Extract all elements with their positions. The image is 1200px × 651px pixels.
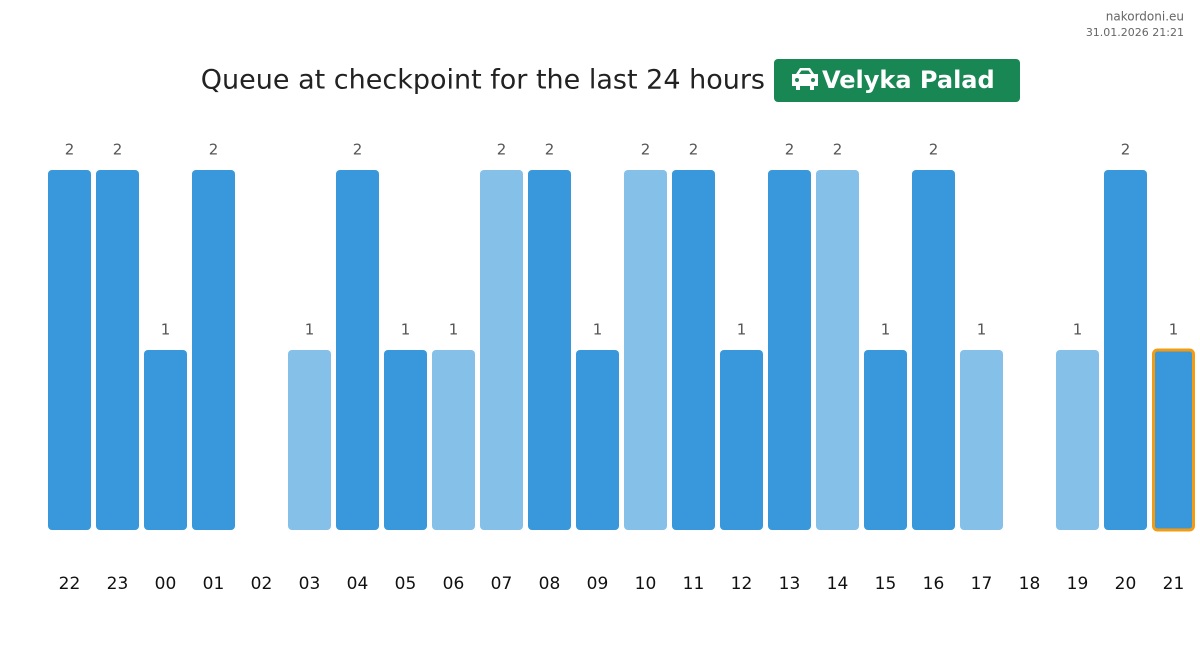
value-label: 1: [737, 321, 747, 339]
x-tick-label: 08: [539, 574, 561, 594]
value-label: 1: [1073, 321, 1083, 339]
value-label: 1: [401, 321, 411, 339]
x-tick-label: 02: [251, 574, 273, 594]
value-label: 2: [641, 141, 651, 159]
bar: [912, 170, 955, 530]
value-label: 2: [209, 141, 219, 159]
bar: [960, 350, 1003, 530]
car-icon: [792, 68, 818, 90]
value-label: 2: [833, 141, 843, 159]
x-tick-label: 12: [731, 574, 753, 594]
bar: [480, 170, 523, 530]
x-tick-label: 21: [1163, 574, 1185, 594]
bar: [384, 350, 427, 530]
x-tick-label: 00: [155, 574, 177, 594]
bar: [768, 170, 811, 530]
value-label: 2: [929, 141, 939, 159]
x-tick-label: 14: [827, 574, 849, 594]
bar: [864, 350, 907, 530]
value-label: 1: [881, 321, 891, 339]
bar: [432, 350, 475, 530]
bar: [1056, 350, 1099, 530]
bar: [816, 170, 859, 530]
source: nakordoni.eu: [1106, 10, 1184, 24]
x-tick-label: 16: [923, 574, 945, 594]
value-label: 1: [449, 321, 459, 339]
bar: [720, 350, 763, 530]
x-tick-label: 17: [971, 574, 993, 594]
bar: [624, 170, 667, 530]
x-tick-label: 09: [587, 574, 609, 594]
value-label: 1: [1169, 321, 1179, 339]
x-tick-label: 23: [107, 574, 129, 594]
x-tick-label: 11: [683, 574, 705, 594]
bar: [288, 350, 331, 530]
value-label: 1: [161, 321, 171, 339]
value-label: 2: [545, 141, 555, 159]
value-label: 2: [113, 141, 123, 159]
bar: [1152, 348, 1195, 532]
bar: [192, 170, 235, 530]
x-tick-label: 03: [299, 574, 321, 594]
chart-title: Queue at checkpoint for the last 24 hour…: [201, 65, 765, 96]
x-tick-label: 01: [203, 574, 225, 594]
badge-label: Velyka Palad: [822, 66, 995, 94]
x-tick-label: 07: [491, 574, 513, 594]
bar: [576, 350, 619, 530]
bar: [1104, 170, 1147, 530]
bar: [528, 170, 571, 530]
value-label: 1: [593, 321, 603, 339]
x-tick-label: 22: [59, 574, 81, 594]
value-label: 2: [1121, 141, 1131, 159]
value-label: 2: [689, 141, 699, 159]
x-tick-label: 18: [1019, 574, 1041, 594]
x-tick-label: 04: [347, 574, 369, 594]
x-tick-label: 15: [875, 574, 897, 594]
x-tick-label: 06: [443, 574, 465, 594]
value-label: 2: [497, 141, 507, 159]
bar: [48, 170, 91, 530]
value-label: 2: [65, 141, 75, 159]
badge: [774, 59, 1020, 102]
bar: [96, 170, 139, 530]
value-label: 1: [977, 321, 987, 339]
bar: [336, 170, 379, 530]
x-tick-label: 19: [1067, 574, 1089, 594]
x-tick-label: 10: [635, 574, 657, 594]
value-label: 1: [305, 321, 315, 339]
value-label: 2: [785, 141, 795, 159]
bar: [672, 170, 715, 530]
value-label: 2: [353, 141, 363, 159]
timestamp: 31.01.2026 21:21: [1086, 26, 1184, 39]
x-tick-label: 05: [395, 574, 417, 594]
x-tick-label: 20: [1115, 574, 1137, 594]
bar: [144, 350, 187, 530]
x-tick-label: 13: [779, 574, 801, 594]
